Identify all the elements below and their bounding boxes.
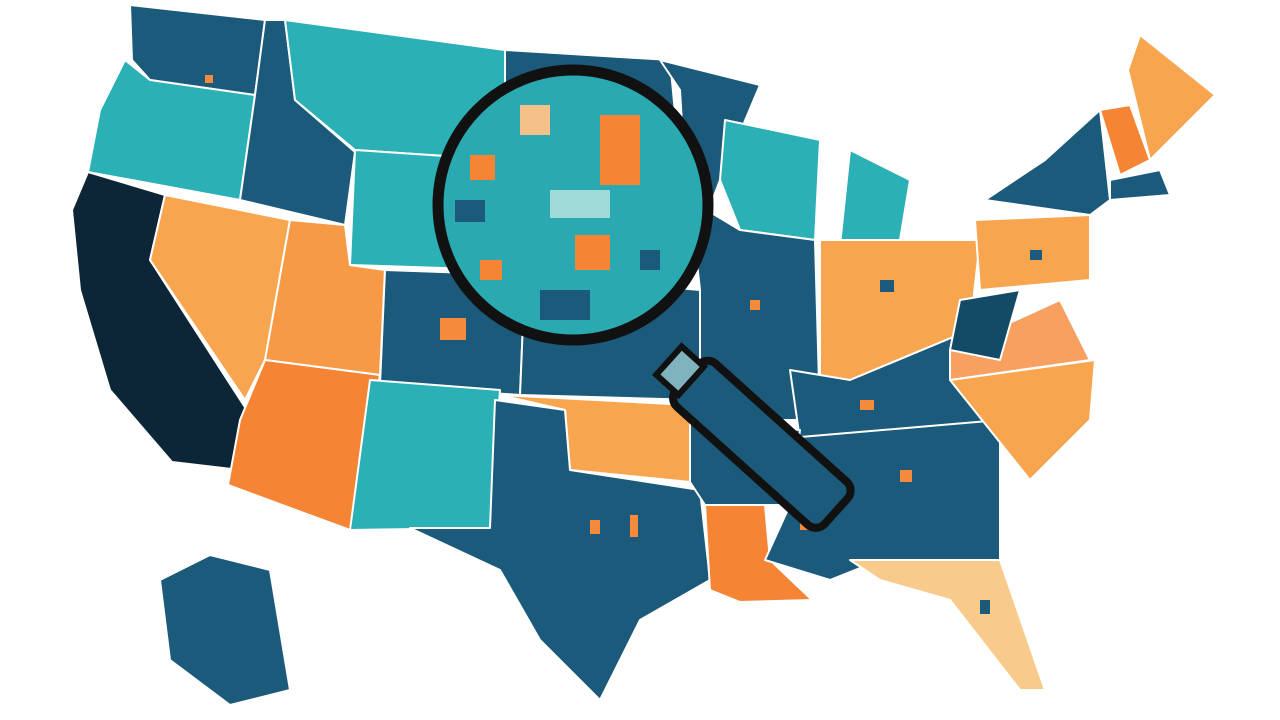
new-york bbox=[984, 109, 1111, 216]
alaska bbox=[159, 554, 291, 706]
lens-patch bbox=[640, 250, 660, 270]
lens-patch bbox=[550, 190, 610, 218]
new-mexico bbox=[349, 379, 501, 531]
lens-patch bbox=[540, 290, 590, 320]
speckle bbox=[630, 515, 638, 537]
new-hampshire-vermont bbox=[1099, 104, 1151, 176]
speckle bbox=[1030, 250, 1042, 260]
nevada bbox=[149, 194, 291, 401]
speckle bbox=[880, 280, 894, 292]
speckle bbox=[590, 520, 600, 534]
louisiana bbox=[704, 504, 813, 603]
speckle bbox=[860, 400, 874, 410]
speckle bbox=[205, 75, 213, 83]
speckle bbox=[900, 470, 912, 482]
lens-patch bbox=[600, 115, 640, 185]
lens-patch bbox=[480, 260, 502, 280]
magnifier-handle bbox=[651, 342, 855, 532]
lens-patch bbox=[575, 235, 610, 270]
west-virginia bbox=[949, 289, 1021, 361]
arizona bbox=[227, 359, 381, 531]
massachusetts bbox=[1109, 169, 1171, 201]
michigan bbox=[839, 149, 911, 246]
lens-patch bbox=[520, 105, 550, 135]
wisconsin bbox=[719, 119, 821, 241]
speckle bbox=[440, 318, 466, 340]
virginia bbox=[949, 299, 1091, 381]
speckle bbox=[750, 300, 760, 310]
lens-patch bbox=[470, 155, 495, 180]
speckle bbox=[980, 600, 990, 614]
lens-rim bbox=[432, 64, 714, 346]
magnifier bbox=[432, 64, 855, 532]
texas bbox=[409, 399, 711, 701]
lens-patch bbox=[455, 200, 485, 222]
florida bbox=[849, 559, 1046, 691]
handle-collar bbox=[651, 342, 709, 400]
